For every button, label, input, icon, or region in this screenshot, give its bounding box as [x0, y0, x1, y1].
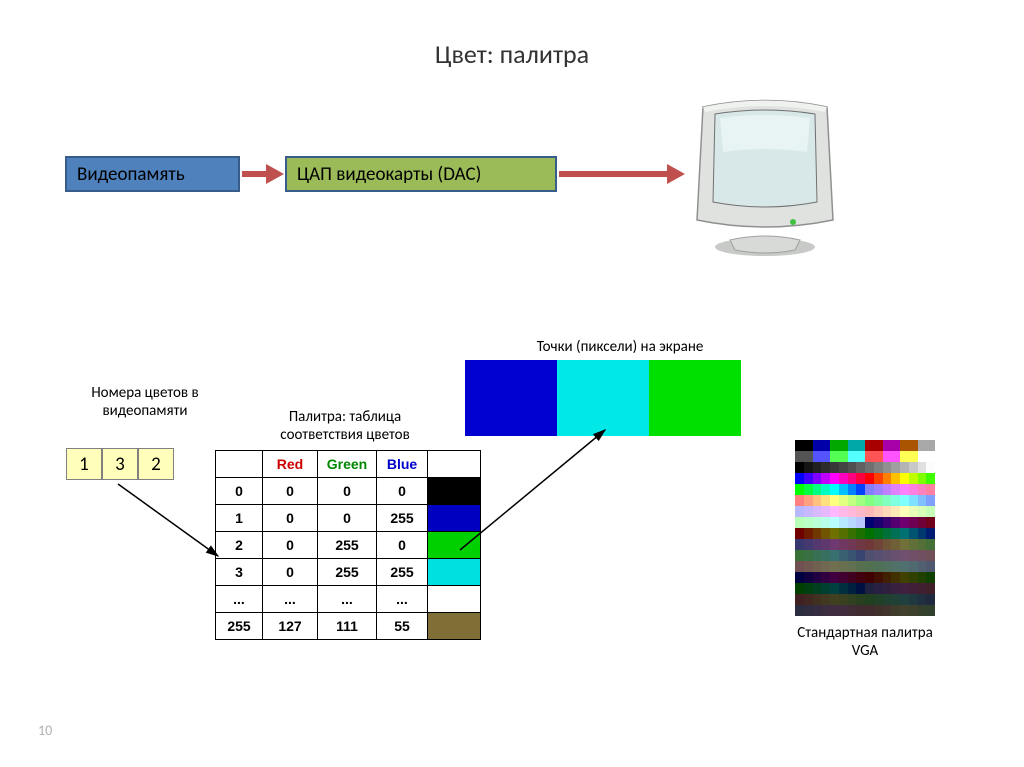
memory-cell: 3	[102, 448, 138, 480]
palette-row: ............	[216, 586, 481, 613]
palette-row: 100255	[216, 505, 481, 532]
videomemory-label: Видеопамять	[77, 163, 185, 186]
monitor-icon	[685, 82, 845, 262]
arrow-1	[240, 160, 285, 188]
memory-cell: 1	[66, 448, 102, 480]
palette-header: Green	[318, 451, 377, 478]
palette-row: 202550	[216, 532, 481, 559]
memory-numbers-label: Номера цветов в видеопамяти	[70, 384, 220, 420]
dac-box: ЦАП видеокарты (DAC)	[285, 156, 557, 192]
palette-row: 25512711155	[216, 613, 481, 640]
palette-header: Blue	[377, 451, 428, 478]
pixels-label: Точки (пиксели) на экране	[480, 338, 760, 356]
palette-table: RedGreenBlue000010025520255030255255....…	[215, 450, 481, 640]
vga-palette	[795, 440, 935, 616]
memory-cells: 132	[66, 448, 174, 480]
color-swatch	[428, 613, 481, 640]
vga-label: Стандартная палитра VGA	[780, 624, 950, 660]
arrow-2	[557, 160, 687, 188]
palette-row: 0000	[216, 478, 481, 505]
videomemory-box: Видеопамять	[65, 156, 240, 192]
arrow-to-pixels	[450, 420, 620, 560]
memory-cell: 2	[138, 448, 174, 480]
color-swatch	[428, 559, 481, 586]
arrow-to-row3	[110, 480, 230, 570]
color-swatch	[428, 586, 481, 613]
palette-table-label: Палитра: таблица соответствия цветов	[250, 408, 440, 444]
palette-header: Red	[263, 451, 318, 478]
palette-row: 30255255	[216, 559, 481, 586]
palette-header	[216, 451, 263, 478]
pixel	[649, 360, 741, 436]
page-title: Цвет: палитра	[0, 38, 1024, 70]
page-number: 10	[38, 722, 52, 739]
dac-label: ЦАП видеокарты (DAC)	[297, 163, 481, 186]
